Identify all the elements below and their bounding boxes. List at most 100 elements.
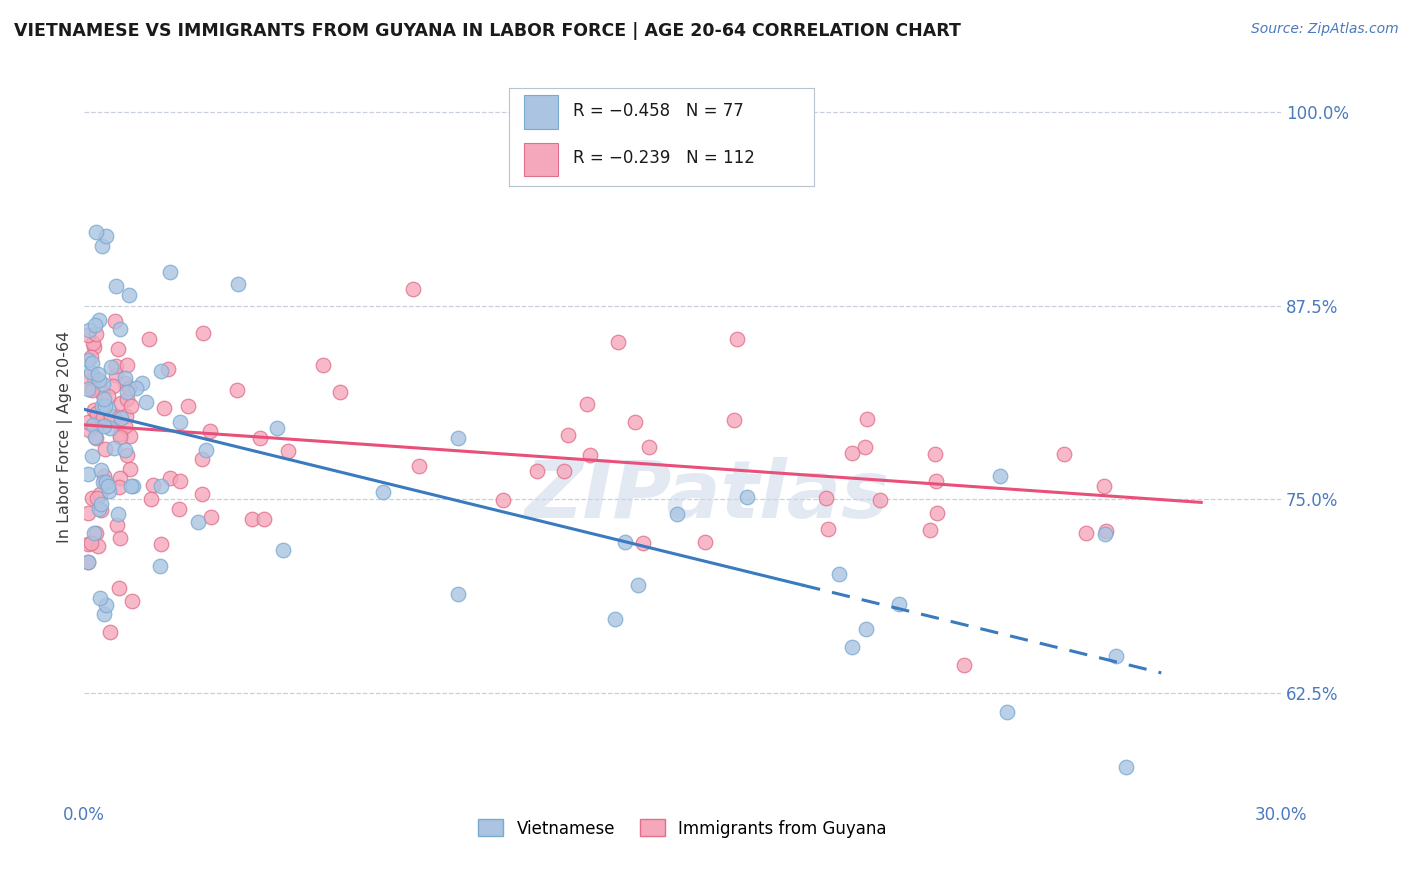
Point (828, 567, 851, 582)
Point (108, 581, 131, 595)
Point (96, 228, 118, 243)
Point (96, 475, 118, 490)
Point (87, 539, 110, 553)
Point (94, 598, 117, 612)
Point (83, 372, 105, 386)
Point (195, 442, 218, 457)
Point (167, 502, 190, 516)
Point (637, 440, 659, 454)
Point (83, 318, 105, 332)
Point (77, 467, 100, 482)
Point (80, 351, 103, 365)
Point (118, 428, 141, 442)
Point (84, 431, 107, 445)
Point (226, 277, 249, 292)
Point (142, 478, 165, 492)
Point (98, 484, 121, 499)
Point (86, 225, 108, 239)
Point (118, 381, 141, 395)
Point (86, 406, 108, 420)
Point (1094, 524, 1116, 538)
Point (135, 395, 157, 409)
Point (169, 474, 191, 488)
Point (115, 359, 138, 373)
Point (86, 491, 108, 506)
Point (869, 493, 891, 508)
Y-axis label: In Labor Force | Age 20-64: In Labor Force | Age 20-64 (58, 331, 73, 543)
Point (110, 429, 132, 443)
Point (253, 512, 276, 526)
Point (89, 591, 111, 605)
Point (329, 384, 352, 399)
Point (90, 497, 112, 511)
Point (77, 369, 100, 384)
Point (91, 399, 114, 413)
Point (101, 378, 124, 392)
Point (240, 511, 263, 525)
Point (121, 479, 143, 493)
Point (1094, 527, 1116, 541)
Point (77, 327, 100, 342)
Point (83, 340, 105, 354)
Point (79, 365, 101, 379)
Point (727, 332, 749, 346)
Point (408, 458, 430, 473)
Point (90, 239, 112, 253)
Point (121, 593, 143, 607)
Point (89, 487, 111, 501)
Point (1115, 760, 1137, 774)
Point (107, 480, 129, 494)
Point (108, 531, 131, 545)
Point (492, 493, 515, 508)
Point (93, 475, 115, 489)
Point (607, 334, 630, 349)
Point (631, 535, 654, 549)
Point (159, 471, 181, 485)
Point (77, 353, 100, 368)
Point (93, 469, 115, 483)
Point (1105, 648, 1128, 663)
Point (77, 424, 100, 438)
Point (120, 479, 142, 493)
Point (115, 409, 138, 424)
Point (988, 469, 1011, 483)
Text: Source: ZipAtlas.com: Source: ZipAtlas.com (1251, 22, 1399, 37)
Point (841, 446, 863, 460)
Point (447, 431, 470, 445)
Point (920, 524, 942, 538)
Point (77, 537, 100, 551)
Point (108, 321, 131, 335)
Point (924, 447, 946, 461)
Point (114, 443, 136, 458)
Point (110, 411, 132, 425)
Point (104, 359, 127, 373)
Point (150, 364, 173, 378)
Point (187, 515, 209, 529)
Point (927, 506, 949, 520)
Point (152, 401, 174, 415)
Point (80, 536, 103, 550)
Point (87, 312, 110, 326)
Point (193, 326, 215, 340)
Point (200, 510, 222, 524)
Point (98, 421, 121, 435)
Point (200, 424, 222, 438)
Point (105, 517, 128, 532)
Point (526, 464, 548, 478)
Point (226, 384, 249, 398)
Point (191, 452, 214, 467)
Point (100, 359, 122, 374)
Point (277, 443, 299, 458)
Point (149, 537, 172, 551)
Point (613, 535, 636, 549)
Point (82, 418, 104, 433)
Text: VIETNAMESE VS IMMIGRANTS FROM GUYANA IN LABOR FORCE | AGE 20-64 CORRELATION CHAR: VIETNAMESE VS IMMIGRANTS FROM GUYANA IN … (14, 22, 960, 40)
Point (1092, 479, 1115, 493)
Point (115, 392, 138, 406)
Point (693, 534, 716, 549)
Point (855, 622, 877, 636)
Point (149, 559, 172, 574)
Point (666, 507, 689, 521)
Point (93, 392, 115, 406)
Point (120, 399, 142, 413)
